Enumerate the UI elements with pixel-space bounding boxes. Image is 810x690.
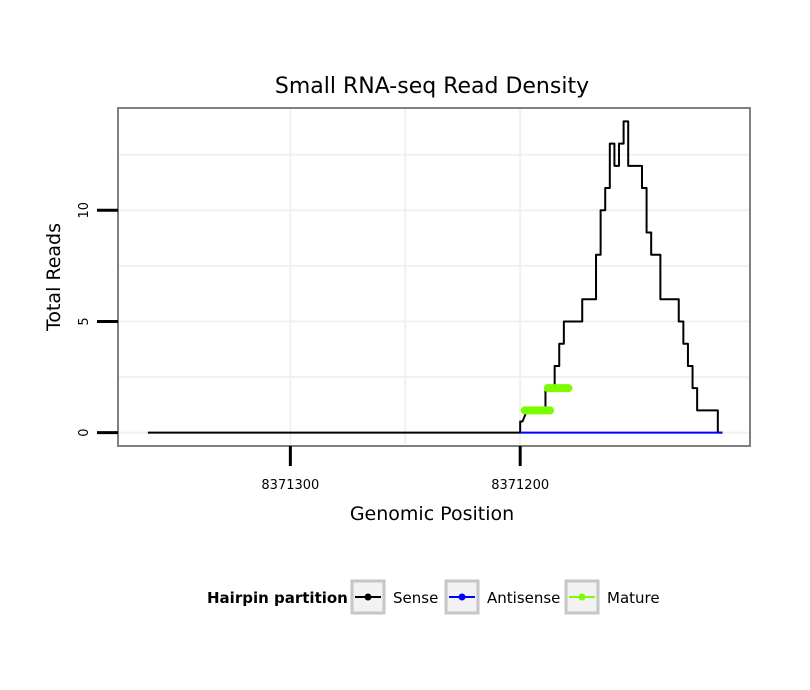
legend-key-point [578,593,586,601]
x-tick-label: 8371300 [261,478,319,493]
legend-label-antisense: Antisense [487,589,560,607]
x-axis-title: Genomic Position [350,503,514,525]
legend-key-point [364,593,372,601]
y-tick-label: 10 [77,202,92,219]
plot-border [117,107,751,447]
y-tick-label: 5 [77,317,92,325]
legend-key-point [458,593,466,601]
series-layer [147,120,723,434]
y-tick-label: 0 [77,429,92,437]
legend: Hairpin partition Sense Antisense Mature [207,579,660,615]
legend-label-mature: Mature [607,589,660,607]
x-tick-label: 8371200 [491,478,549,493]
plot-panel [118,108,750,446]
series-line-sense [147,120,723,434]
y-axis-title: Total Reads [43,223,65,332]
x-axis: 8371300 8371200 [261,446,549,493]
chart-title: Small RNA-seq Read Density [275,74,589,99]
legend-title: Hairpin partition [207,589,348,607]
y-axis: 0 5 10 [77,202,118,437]
legend-label-sense: Sense [393,589,438,607]
